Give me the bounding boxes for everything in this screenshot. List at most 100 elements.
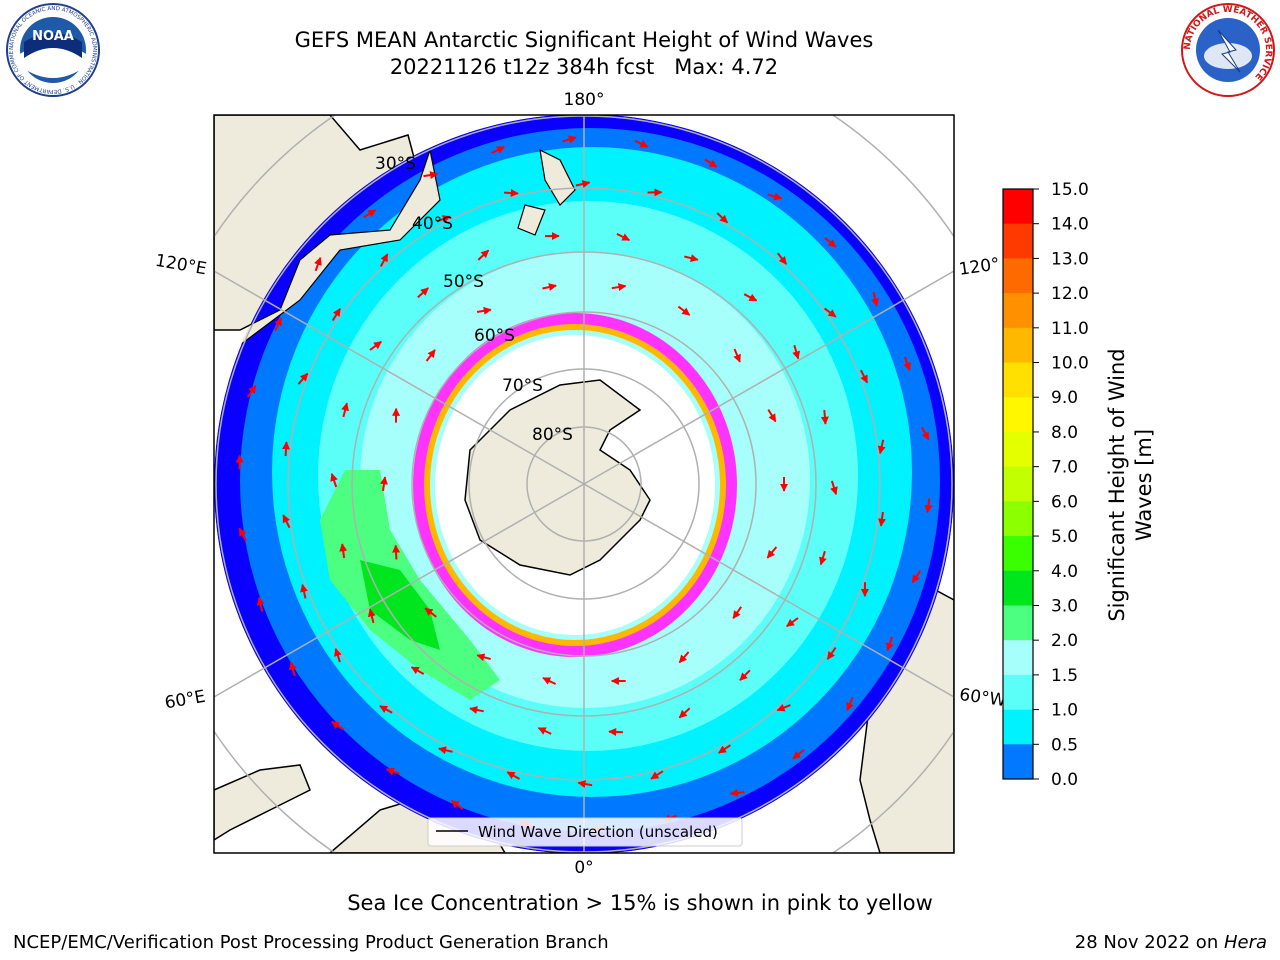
footer-date: 28 Nov 2022 on Hera [1074,932,1267,953]
colorbar-tick-label: 11.0 [1051,319,1089,339]
colorbar-tick-label: 0.0 [1051,770,1078,790]
lat-label-70s: 70°S [502,376,543,396]
wind-wave-arrow [766,546,778,559]
colorbar-tick-label: 15.0 [1051,180,1089,200]
colorbar: 15.0 14.0 13.0 12.0 11.0 10.0 9.0 8.0 7.0 6.0 5.0 4… [1002,180,1156,790]
colorbar-segment [1003,293,1033,329]
wind-wave-arrow [363,209,377,219]
wind-wave-arrow [776,703,791,712]
wind-wave-arrow [886,636,894,652]
lon-label-180: 180° [564,90,605,110]
colorbar-segment [1003,674,1033,711]
noaa-logo: NOAA NATIONAL OCEANIC AND ATMOSPHERIC AD… [2,2,100,97]
wind-wave-arrow [820,410,829,425]
chart-title-line2: 20221126 t12z 384h fcst Max: 4.72 [389,55,779,79]
colorbar-tick-label: 10.0 [1051,354,1089,374]
colorbar-segment [1003,570,1033,606]
wind-wave-arrow [678,707,691,719]
wind-wave-arrow [503,189,519,198]
colorbar-label-line2: Waves [m] [1132,429,1156,541]
legend-label: Wind Wave Direction (unscaled) [478,823,718,841]
colorbar-tick-label: 14.0 [1051,215,1089,235]
wind-wave-arrow [410,666,425,675]
wind-wave-arrow [367,608,376,624]
colorbar-segment [1003,223,1033,259]
wind-wave-arrow [289,661,297,677]
colorbar-tick-label: 9.0 [1051,388,1078,408]
colorbar-tick-label: 3.0 [1051,596,1078,616]
colorbar-segment [1003,536,1033,572]
wind-wave-arrow [611,283,627,292]
colorbar-segment [1003,362,1033,398]
colorbar-tick-label: 12.0 [1051,284,1089,304]
wind-wave-arrow [256,596,265,612]
colorbar-segment [1003,605,1033,641]
lat-label-80s: 80°S [532,425,573,445]
wind-wave-arrow [314,256,322,272]
wind-wave-arrow [792,344,801,360]
wind-wave-arrow [786,617,799,628]
lon-label-0: 0° [574,858,593,878]
wind-wave-arrow [424,607,437,618]
wind-wave-arrow [684,254,699,262]
wind-wave-arrow [830,480,838,496]
wind-wave-arrow [238,527,247,542]
colorbar-segment [1003,431,1033,468]
colorbar-segment [1003,466,1033,502]
colorbar-tick-label: 13.0 [1051,249,1089,269]
wind-wave-arrow [477,249,490,261]
lat-label-30s: 30°S [375,154,416,174]
lon-label-120e: 120°E [154,251,208,280]
wind-wave-arrow [819,550,827,566]
colorbar-tick-label: 0.5 [1051,735,1078,755]
wind-wave-arrow [300,583,308,599]
wind-wave-arrow [331,308,341,322]
wind-wave-arrow [677,305,691,316]
wind-wave-arrow [542,283,557,292]
wind-wave-arrow [650,770,664,780]
colorbar-tick-label: 2.0 [1051,631,1078,651]
lat-label-40s: 40°S [412,214,453,234]
wind-wave-arrow [767,409,777,423]
colorbar-border [1002,188,1034,780]
wind-wave-arrow [331,720,345,731]
colorbar-segment [1003,709,1033,745]
wind-wave-arrow [616,233,631,242]
lon-label-60e: 60°E [163,687,207,714]
map-frame [213,114,955,854]
wind-wave-arrow [924,498,933,514]
wind-wave-arrow [608,727,624,736]
wind-wave-arrow [729,788,745,797]
wind-wave-arrow [739,669,751,681]
wind-wave-arrow [716,212,729,224]
colorbar-segment [1003,189,1033,225]
wind-wave-arrow [733,348,741,363]
wind-wave-arrow [330,473,338,488]
wind-wave-arrow [634,139,649,148]
colorbar-segment [1003,327,1033,364]
svg-text:NOAA: NOAA [32,29,74,44]
wind-wave-arrow [860,369,869,384]
wind-wave-arrow [678,651,690,664]
wind-wave-arrow [704,158,718,168]
wind-wave-arrow [476,653,491,662]
wind-wave-arrow [776,252,788,265]
africa-land [214,764,311,841]
wind-wave-arrow [824,237,837,248]
chart-title-line1: GEFS MEAN Antarctic Significant Height o… [294,28,874,52]
wind-wave-arrow [297,372,309,385]
wind-wave-arrow [577,780,593,788]
wind-wave-arrow [379,253,389,267]
colorbar-segment [1003,501,1033,537]
wind-wave-arrow [562,135,577,144]
wind-wave-arrow [491,145,506,154]
wind-wave-arrow [334,648,342,663]
wind-wave-arrow [469,706,484,714]
wind-wave-arrow [385,767,401,776]
lat-label-60s: 60°S [474,326,515,346]
new-zealand-land [517,148,576,236]
wind-wave-arrow [878,511,886,527]
wind-wave-arrow [425,349,436,362]
footer-branch: NCEP/EMC/Verification Post Processing Pr… [13,932,609,953]
